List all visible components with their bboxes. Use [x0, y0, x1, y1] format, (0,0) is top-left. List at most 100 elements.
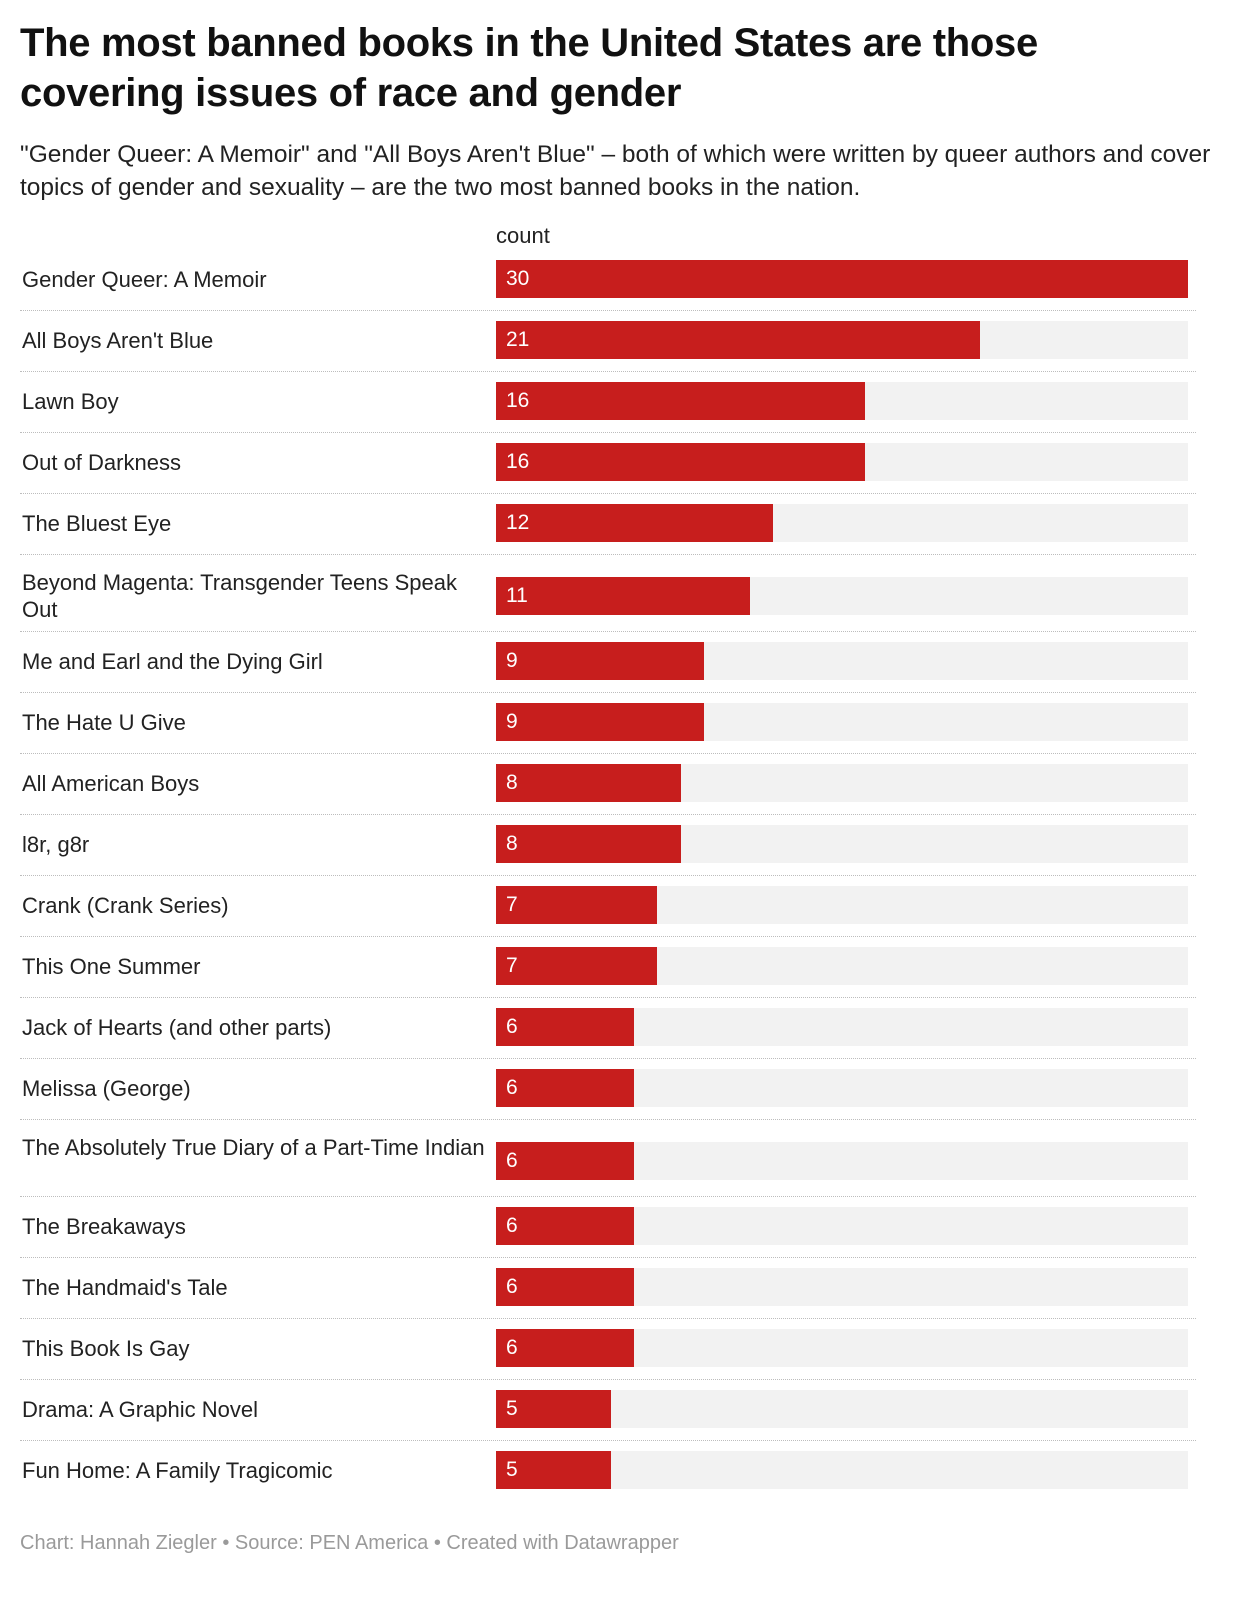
- bar-track: 6: [496, 1329, 1188, 1367]
- bar: 6: [496, 1329, 634, 1367]
- row-separator: [20, 554, 1196, 555]
- row-separator: [20, 692, 1196, 693]
- bar-row: Gender Queer: A Memoir 30: [0, 260, 1240, 321]
- bar-value-label: 6: [506, 1015, 518, 1038]
- bar-row: Lawn Boy 16: [0, 382, 1240, 443]
- bar-track: 8: [496, 764, 1188, 802]
- bar-track: 5: [496, 1451, 1188, 1489]
- bar-row: Fun Home: A Family Tragicomic 5: [0, 1451, 1240, 1512]
- bar: 21: [496, 321, 980, 359]
- row-separator: [20, 1058, 1196, 1059]
- bar: 6: [496, 1008, 634, 1046]
- column-header: count: [496, 223, 550, 248]
- bar-value-label: 9: [506, 649, 518, 672]
- row-separator: [20, 432, 1196, 433]
- bar: 16: [496, 443, 865, 481]
- row-separator: [20, 1379, 1196, 1380]
- category-label: Gender Queer: A Memoir: [22, 267, 267, 292]
- bar-track: 21: [496, 321, 1188, 359]
- bar: 5: [496, 1390, 611, 1428]
- bar-track: 5: [496, 1390, 1188, 1428]
- bar-track: 6: [496, 1142, 1188, 1180]
- category-label: l8r, g8r: [22, 832, 90, 857]
- bar-value-label: 5: [506, 1458, 518, 1481]
- category-label: Fun Home: A Family Tragicomic: [22, 1458, 333, 1483]
- bar-row: l8r, g8r 8: [0, 825, 1240, 886]
- category-label: The Hate U Give: [22, 710, 186, 735]
- category-label: Beyond Magenta: Transgender Teens Speak …: [22, 570, 458, 622]
- row-separator: [20, 310, 1196, 311]
- bar-row: The Breakaways 6: [0, 1207, 1240, 1268]
- bar-row: All Boys Aren't Blue 21: [0, 321, 1240, 382]
- bar-row: All American Boys 8: [0, 764, 1240, 825]
- bar-value-label: 12: [506, 511, 530, 534]
- category-label: The Bluest Eye: [22, 511, 172, 536]
- bar-value-label: 7: [506, 893, 518, 916]
- bar-value-label: 8: [506, 771, 518, 794]
- bar-value-label: 21: [506, 328, 530, 351]
- row-separator: [20, 875, 1196, 876]
- bar-row: Melissa (George) 6: [0, 1069, 1240, 1130]
- bar: 12: [496, 504, 773, 542]
- bar: 16: [496, 382, 865, 420]
- bar-row: Out of Darkness 16: [0, 443, 1240, 504]
- category-label: All Boys Aren't Blue: [22, 328, 214, 353]
- bar-track: 8: [496, 825, 1188, 863]
- category-label: The Breakaways: [22, 1214, 186, 1239]
- bar-value-label: 30: [506, 267, 530, 290]
- bar: 9: [496, 703, 704, 741]
- chart-title: The most banned books in the United Stat…: [20, 21, 1038, 115]
- bar: 5: [496, 1451, 611, 1489]
- bar: 11: [496, 577, 750, 615]
- bar-track: 6: [496, 1069, 1188, 1107]
- bar-value-label: 5: [506, 1397, 518, 1420]
- bar-row: The Absolutely True Diary of a Part-Time…: [0, 1130, 1240, 1207]
- bar: 9: [496, 642, 704, 680]
- row-separator: [20, 936, 1196, 937]
- bar: 8: [496, 764, 681, 802]
- bar-row: The Hate U Give 9: [0, 703, 1240, 764]
- bar-track: 11: [496, 577, 1188, 615]
- bar-value-label: 7: [506, 954, 518, 977]
- bar: 30: [496, 260, 1188, 298]
- bar-row: The Handmaid's Tale 6: [0, 1268, 1240, 1329]
- bar-value-label: 16: [506, 389, 530, 412]
- row-separator: [20, 631, 1196, 632]
- category-label: Jack of Hearts (and other parts): [22, 1015, 332, 1040]
- bar-value-label: 9: [506, 710, 518, 733]
- bar-track: 12: [496, 504, 1188, 542]
- row-separator: [20, 1196, 1196, 1197]
- row-separator: [20, 1119, 1196, 1120]
- bar: 7: [496, 886, 657, 924]
- bar-row: Crank (Crank Series) 7: [0, 886, 1240, 947]
- bar-value-label: 6: [506, 1076, 518, 1099]
- bar: 6: [496, 1069, 634, 1107]
- bar-track: 7: [496, 886, 1188, 924]
- bar-track: 16: [496, 382, 1188, 420]
- category-label: Me and Earl and the Dying Girl: [22, 649, 323, 674]
- bar-track: 30: [496, 260, 1188, 298]
- bar: 6: [496, 1268, 634, 1306]
- bar-value-label: 16: [506, 450, 530, 473]
- row-separator: [20, 493, 1196, 494]
- category-label: Crank (Crank Series): [22, 893, 229, 918]
- bar-track: 16: [496, 443, 1188, 481]
- bar-value-label: 6: [506, 1336, 518, 1359]
- row-separator: [20, 1257, 1196, 1258]
- row-separator: [20, 814, 1196, 815]
- bar-value-label: 11: [506, 584, 528, 607]
- bar: 6: [496, 1207, 634, 1245]
- bar-track: 6: [496, 1268, 1188, 1306]
- bar-row: Drama: A Graphic Novel 5: [0, 1390, 1240, 1451]
- bar-row: This One Summer 7: [0, 947, 1240, 1008]
- bar-track: 9: [496, 642, 1188, 680]
- bar-value-label: 6: [506, 1275, 518, 1298]
- row-separator: [20, 1440, 1196, 1441]
- bar: 7: [496, 947, 657, 985]
- bar-track: 6: [496, 1008, 1188, 1046]
- bar-track: 7: [496, 947, 1188, 985]
- category-label: Drama: A Graphic Novel: [22, 1397, 258, 1422]
- bar-row: Beyond Magenta: Transgender Teens Speak …: [0, 565, 1240, 642]
- row-separator: [20, 371, 1196, 372]
